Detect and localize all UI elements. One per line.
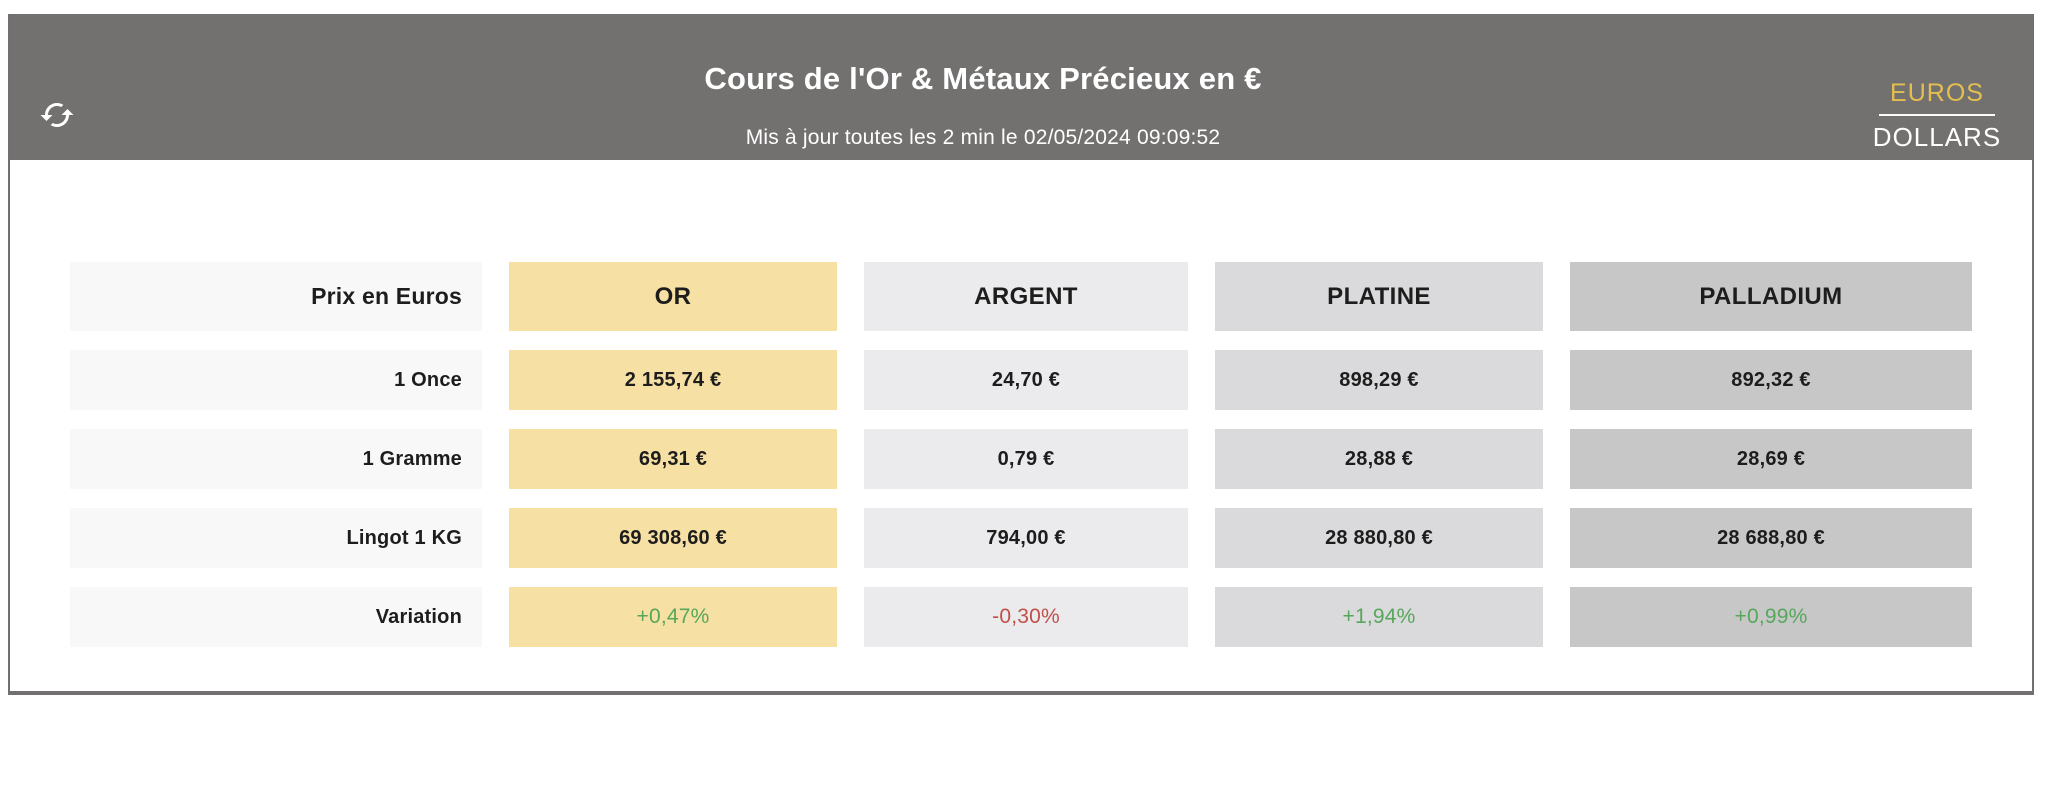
price-cell-argent-once: 24,70 € [864, 350, 1188, 410]
variation-cell-or: +0,47% [509, 587, 837, 647]
row-label-lingot: Lingot 1 KG [70, 508, 482, 568]
price-cell-or-once: 2 155,74 € [509, 350, 837, 410]
variation-cell-palladium: +0,99% [1570, 587, 1972, 647]
price-cell-platine-gramme: 28,88 € [1215, 429, 1543, 489]
price-cell-argent-gramme: 0,79 € [864, 429, 1188, 489]
price-cell-palladium-lingot: 28 688,80 € [1570, 508, 1972, 568]
price-table: Prix en Euros OR ARGENT PLATINE PALLADIU… [70, 262, 1972, 647]
price-cell-platine-lingot: 28 880,80 € [1215, 508, 1543, 568]
widget-header: Cours de l'Or & Métaux Précieux en € Mis… [10, 14, 2032, 160]
refresh-button[interactable] [35, 96, 79, 136]
variation-cell-argent: -0,30% [864, 587, 1188, 647]
page-title: Cours de l'Or & Métaux Précieux en € [704, 61, 1262, 96]
row-label-once: 1 Once [70, 350, 482, 410]
price-cell-argent-lingot: 794,00 € [864, 508, 1188, 568]
price-cell-platine-once: 898,29 € [1215, 350, 1543, 410]
table-area: Prix en Euros OR ARGENT PLATINE PALLADIU… [10, 262, 2032, 793]
row-label-gramme: 1 Gramme [70, 429, 482, 489]
price-cell-or-gramme: 69,31 € [509, 429, 837, 489]
update-status: Mis à jour toutes les 2 min le 02/05/202… [745, 126, 1221, 149]
price-cell-palladium-gramme: 28,69 € [1570, 429, 1972, 489]
gold-price-widget: Cours de l'Or & Métaux Précieux en € Mis… [8, 14, 2034, 695]
column-header-palladium: PALLADIUM [1570, 262, 1972, 331]
column-header-or: OR [509, 262, 837, 331]
column-header-argent: ARGENT [864, 262, 1188, 331]
price-cell-palladium-once: 892,32 € [1570, 350, 1972, 410]
table-corner-label: Prix en Euros [70, 262, 482, 331]
price-cell-or-lingot: 69 308,60 € [509, 508, 837, 568]
currency-toggle: EUROS DOLLARS [1870, 78, 2004, 152]
column-header-platine: PLATINE [1215, 262, 1543, 331]
refresh-icon [37, 102, 77, 136]
currency-option-euros[interactable]: EUROS [1890, 79, 1984, 107]
variation-cell-platine: +1,94% [1215, 587, 1543, 647]
currency-option-dollars[interactable]: DOLLARS [1872, 122, 2002, 152]
toggle-divider [1879, 114, 1995, 116]
row-label-variation: Variation [70, 587, 482, 647]
title-block: Cours de l'Or & Métaux Précieux en € Mis… [10, 14, 1956, 150]
